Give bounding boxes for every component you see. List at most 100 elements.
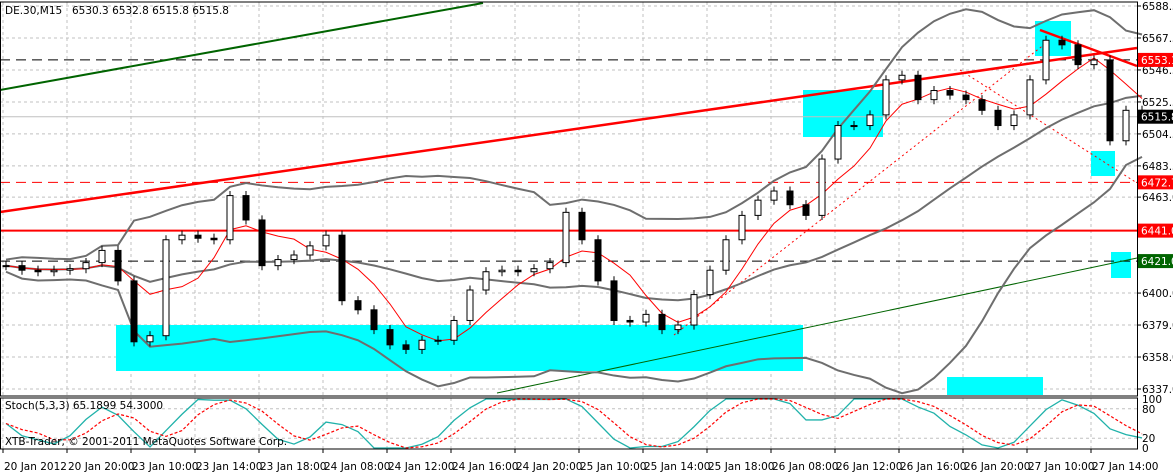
x-tick-label: 27 Jan 14:00 bbox=[1092, 461, 1158, 473]
candle bbox=[466, 289, 474, 321]
candle bbox=[850, 125, 858, 128]
candle bbox=[866, 114, 874, 127]
candle bbox=[306, 245, 314, 256]
highlight-zone bbox=[1091, 151, 1115, 176]
candle bbox=[18, 265, 26, 271]
candle bbox=[82, 262, 90, 270]
highlight-zones bbox=[116, 21, 1131, 395]
stoch-tick-label: 20 bbox=[1142, 433, 1155, 445]
x-tick-label: 25 Jan 14:00 bbox=[644, 461, 710, 473]
ohlc-readout: 6530.3 6532.8 6515.8 6515.8 bbox=[72, 5, 229, 17]
candle bbox=[66, 268, 74, 271]
candle bbox=[226, 195, 234, 241]
candle bbox=[98, 249, 106, 264]
candle bbox=[978, 99, 986, 111]
stoch-tick-label: 80 bbox=[1142, 404, 1155, 416]
candle bbox=[738, 214, 746, 241]
candle bbox=[322, 234, 330, 247]
highlight-zone bbox=[116, 325, 803, 371]
x-tick-label: 26 Jan 08:00 bbox=[772, 461, 838, 473]
candle bbox=[418, 339, 426, 350]
candle bbox=[690, 294, 698, 326]
candle bbox=[194, 234, 202, 239]
candle bbox=[754, 199, 762, 216]
price-tag-label: 6421.0 bbox=[1141, 256, 1173, 268]
grid bbox=[0, 2, 1137, 449]
x-tick-label: 24 Jan 16:00 bbox=[452, 461, 518, 473]
trendline bbox=[0, 2, 484, 91]
x-tick-label: 20 Jan 2012 bbox=[4, 461, 67, 473]
main-panel-border bbox=[0, 1, 1138, 397]
candle bbox=[546, 262, 554, 270]
price-tag bbox=[1138, 109, 1173, 124]
trendline bbox=[673, 39, 1051, 336]
stoch-tick-label: 0 bbox=[1142, 443, 1149, 455]
candle bbox=[898, 74, 906, 81]
candle bbox=[722, 239, 730, 271]
candle bbox=[834, 125, 842, 160]
candle bbox=[946, 90, 954, 96]
candle bbox=[50, 269, 58, 273]
candle bbox=[914, 74, 922, 101]
candle bbox=[930, 90, 938, 101]
candle bbox=[370, 309, 378, 331]
y-tick-label: 6525.5 bbox=[1142, 97, 1173, 109]
candle bbox=[674, 324, 682, 331]
price-tag bbox=[1138, 254, 1173, 269]
bollinger-middle bbox=[5, 94, 1143, 302]
candle bbox=[994, 109, 1002, 127]
candle bbox=[482, 271, 490, 291]
candle bbox=[146, 335, 154, 343]
horizontal-lines[interactable] bbox=[0, 59, 1137, 262]
candle bbox=[578, 211, 586, 241]
price-tag bbox=[1138, 223, 1173, 238]
stoch-label: Stoch(5,3,3) 65.1899 54.3000 bbox=[5, 400, 163, 412]
price-tag bbox=[1138, 52, 1173, 67]
trendlines[interactable] bbox=[0, 2, 1138, 394]
stoch-main-line bbox=[5, 398, 1143, 449]
price-tag-label: 6553.1 bbox=[1141, 55, 1173, 67]
candle bbox=[162, 239, 170, 337]
stoch-signal-line bbox=[5, 398, 1143, 449]
candle bbox=[1010, 114, 1018, 127]
candle bbox=[1122, 109, 1130, 142]
x-tick-label: 23 Jan 10:00 bbox=[132, 461, 198, 473]
candle bbox=[178, 234, 186, 241]
bollinger-lower bbox=[5, 156, 1143, 395]
candle bbox=[818, 158, 826, 216]
candle bbox=[1058, 39, 1066, 46]
y-tick-label: 6463.0 bbox=[1142, 192, 1173, 204]
y-tick-label: 6567.5 bbox=[1142, 33, 1173, 45]
x-tick-label: 26 Jan 20:00 bbox=[964, 461, 1030, 473]
candle bbox=[530, 268, 538, 273]
candle bbox=[434, 339, 442, 342]
y-tick-label: 6546.5 bbox=[1142, 65, 1173, 77]
candle bbox=[1026, 79, 1034, 116]
price-tag-label: 6441.0 bbox=[1141, 226, 1173, 238]
candle bbox=[210, 237, 218, 241]
candle bbox=[562, 211, 570, 264]
candle bbox=[354, 300, 362, 311]
y-tick-label: 6400.0 bbox=[1142, 288, 1173, 300]
candle bbox=[514, 269, 522, 273]
x-tick-label: 23 Jan 14:00 bbox=[196, 461, 262, 473]
candle bbox=[786, 190, 794, 206]
candle bbox=[274, 259, 282, 267]
candle bbox=[242, 195, 250, 221]
highlight-zone bbox=[947, 377, 1043, 395]
candle bbox=[626, 319, 634, 323]
bollinger-bands bbox=[5, 8, 1143, 395]
y-tick-label: 6483.5 bbox=[1142, 161, 1173, 173]
y-tick-label: 6379.0 bbox=[1142, 320, 1173, 332]
stoch-tick-label: 100 bbox=[1142, 394, 1162, 406]
price-tag bbox=[1138, 175, 1173, 190]
candle bbox=[1090, 59, 1098, 66]
price-tag-label: 6472.7 bbox=[1141, 177, 1173, 189]
candle bbox=[594, 239, 602, 282]
candle bbox=[706, 269, 714, 296]
trendline bbox=[0, 46, 1138, 214]
candle bbox=[498, 269, 506, 273]
bollinger-upper bbox=[5, 8, 1143, 261]
highlight-zone bbox=[1111, 252, 1131, 278]
